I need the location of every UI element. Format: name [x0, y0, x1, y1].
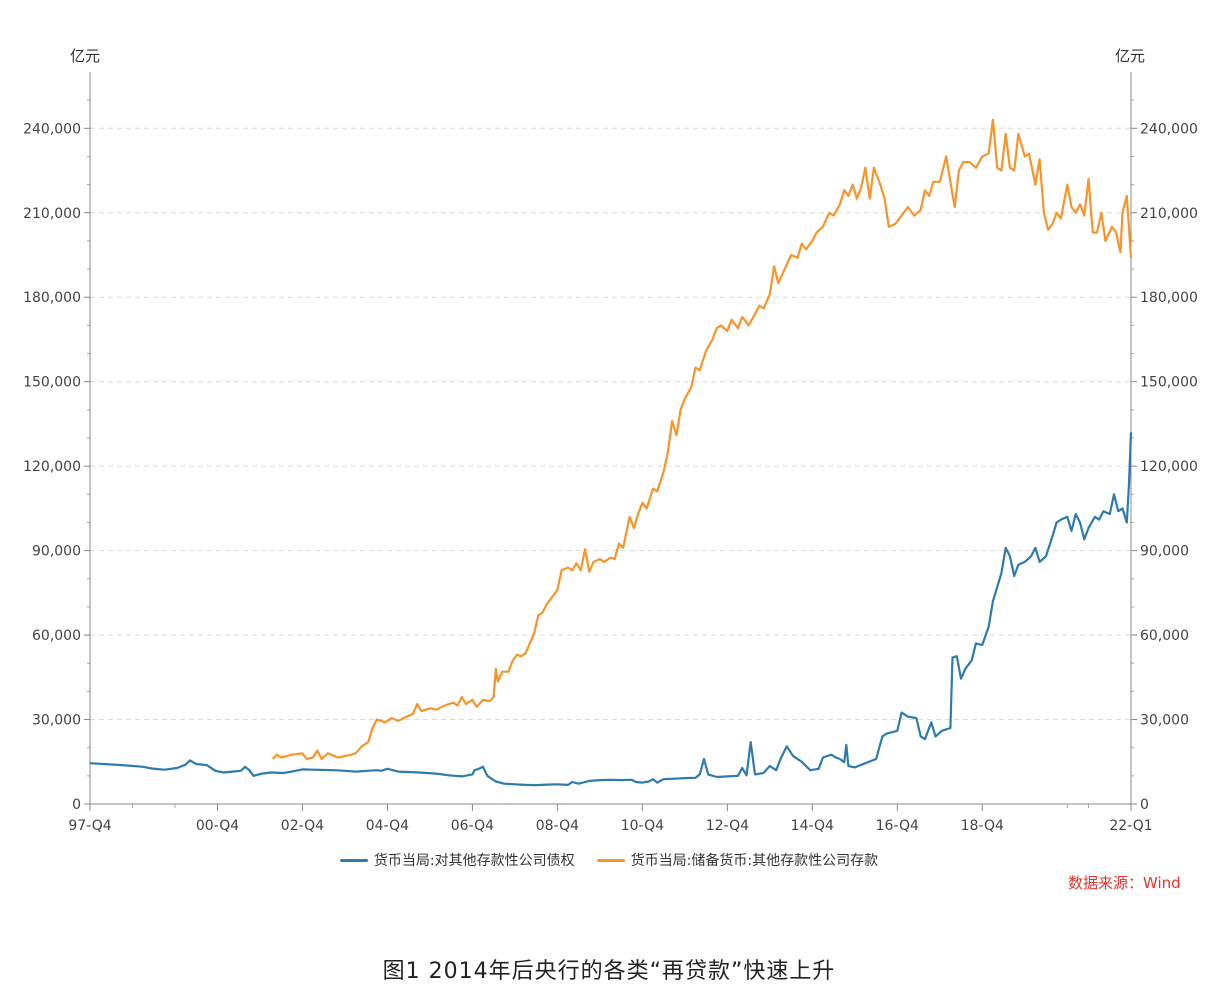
ytick-label-right-7: 210,000: [1140, 206, 1198, 222]
ytick-label-right-4: 120,000: [1140, 459, 1198, 475]
figure-caption: 图1 2014年后央行的各类“再贷款”快速上升: [382, 959, 836, 984]
left-axis-unit: 亿元: [70, 47, 101, 65]
ytick-label-left-4: 120,000: [23, 459, 81, 475]
xtick-label-4: 06-Q4: [451, 818, 494, 834]
ytick-label-right-8: 240,000: [1140, 121, 1198, 137]
ytick-label-right-6: 180,000: [1140, 290, 1198, 306]
xtick-label-7: 12-Q4: [706, 818, 749, 834]
ytick-label-left-3: 90,000: [32, 544, 81, 560]
legend-swatch-series-2: [596, 858, 625, 862]
ytick-label-right-0: 0: [1140, 797, 1149, 813]
ytick-label-left-2: 60,000: [32, 628, 81, 644]
legend-label-series-2: 货币当局:储备货币:其他存款性公司存款: [630, 853, 879, 869]
legend-item-series-2[interactable]: 货币当局:储备货币:其他存款性公司存款: [596, 850, 879, 870]
legend-item-series-1[interactable]: 货币当局:对其他存款性公司债权: [339, 850, 575, 870]
ytick-label-right-3: 90,000: [1140, 544, 1189, 560]
series-line-2: [271, 118, 1133, 761]
series-lines: [89, 118, 1133, 787]
xtick-label-3: 04-Q4: [366, 818, 409, 834]
ytick-label-right-2: 60,000: [1140, 628, 1189, 644]
ytick-label-right-5: 150,000: [1140, 375, 1198, 391]
ytick-label-left-1: 30,000: [32, 713, 81, 729]
xtick-label-10: 18-Q4: [961, 818, 1004, 834]
xtick-label-9: 16-Q4: [876, 818, 919, 834]
legend-label-series-1: 货币当局:对其他存款性公司债权: [373, 853, 575, 869]
ytick-label-left-0: 0: [72, 797, 81, 813]
data-source: 数据来源：Wind: [1068, 874, 1181, 892]
ytick-label-left-6: 180,000: [23, 290, 81, 306]
grid-lines: [90, 127, 1131, 721]
axes: 0 0 30,000 30,000 60,000 60,000 90,000 90,000 12…: [23, 72, 1198, 834]
xtick-label-5: 08-Q4: [536, 818, 579, 834]
xtick-label-11: 22-Q1: [1109, 818, 1152, 834]
xtick-label-6: 10-Q4: [621, 818, 664, 834]
ytick-label-right-1: 30,000: [1140, 713, 1189, 729]
right-axis-unit: 亿元: [1115, 47, 1146, 65]
ytick-label-left-7: 210,000: [23, 206, 81, 222]
xtick-label-1: 00-Q4: [196, 818, 239, 834]
legend-swatch-series-1: [339, 858, 368, 862]
xtick-label-0: 97-Q4: [68, 818, 111, 834]
legend: 货币当局:对其他存款性公司债权 货币当局:储备货币:其他存款性公司存款: [0, 850, 1218, 870]
xtick-label-2: 02-Q4: [281, 818, 324, 834]
ytick-label-left-8: 240,000: [23, 121, 81, 137]
series-line-1: [89, 432, 1133, 787]
ytick-label-left-5: 150,000: [23, 375, 81, 391]
xtick-label-8: 14-Q4: [791, 818, 834, 834]
